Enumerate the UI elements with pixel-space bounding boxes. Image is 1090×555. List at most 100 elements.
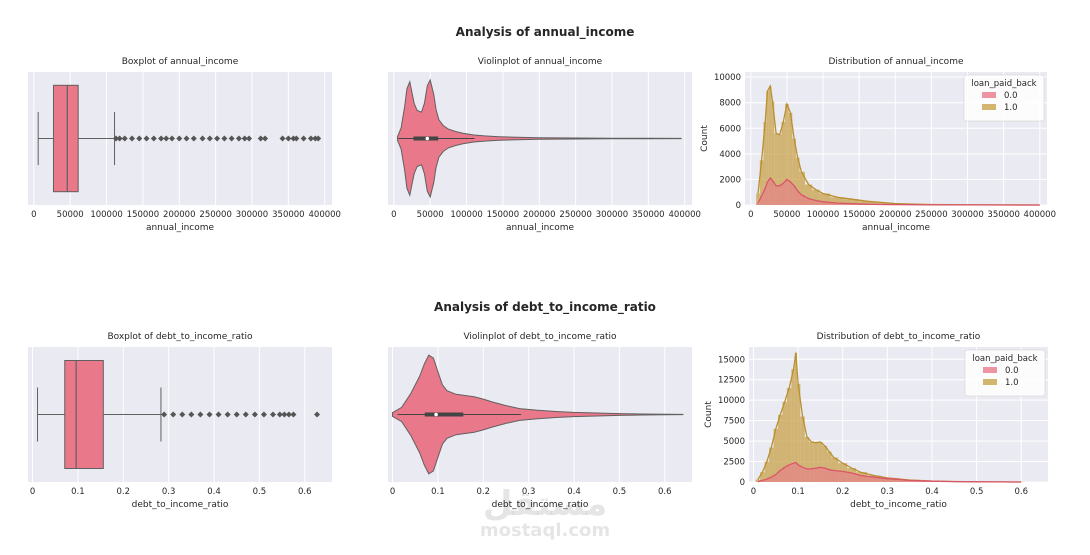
hist-bar-unpaid [804,198,813,205]
x-tick-label: 0 [30,487,35,497]
outlier-point [176,135,183,142]
hist-bar-unpaid [813,468,819,482]
hist-bar-unpaid [827,469,832,482]
x-tick-label: 0 [31,210,36,220]
x-tick-label: 200000 [879,210,911,220]
hist-bar-unpaid [778,470,783,482]
x-tick-label: 0.1 [791,487,805,497]
hist-bar-unpaid [777,185,782,205]
y-tick-label: 6000 [719,124,741,134]
hist-bar-unpaid [781,183,786,205]
x-tick-label: 50000 [773,210,800,220]
outlier-point [228,135,235,142]
outlier-point [199,135,206,142]
hist-bar-unpaid [818,467,823,482]
y-tick-label: 10000 [718,396,745,406]
chart-title: Distribution of debt_to_income_ratio [817,332,981,342]
outlier-point [206,411,213,418]
x-tick-label: 100000 [807,210,839,220]
x-tick-label: 400000 [669,210,701,220]
x-axis-label: annual_income [146,223,215,233]
histogram-annual-income-chart: Distribution of annual_income 0 50000 10000… [700,57,1056,233]
hist-bar-paid [800,416,805,482]
hist-bar-unpaid [756,203,760,205]
x-tick-label: 350000 [632,210,664,220]
hist-bar-unpaid [764,479,770,482]
x-tick-label: 0.5 [613,487,627,497]
y-tick-label: 2500 [723,458,745,468]
hist-bar-paid [830,197,845,205]
legend-swatch [982,104,996,110]
section-title-debt-to-income: Analysis of debt_to_income_ratio [434,300,656,314]
legend-title: loan_paid_back [971,79,1036,89]
x-tick-label: 50000 [417,210,444,220]
hist-bar-paid [818,441,823,482]
outlier-point [197,411,204,418]
hist-bar-unpaid [867,477,881,482]
hist-bar-unpaid [856,475,868,482]
hist-bar-unpaid [785,179,789,205]
y-tick-label: 8000 [719,99,741,109]
outlier-point [206,135,213,142]
chart-title: Boxplot of annual_income [122,57,239,67]
hist-bar-paid [782,401,787,482]
y-axis-label: Count [704,401,714,428]
y-tick-label: 0 [736,201,741,211]
hist-bar-unpaid [830,203,845,205]
outlier-point [190,135,197,142]
violin-median [434,412,438,417]
violinplot-annual-income-chart: Violinplot of annual_income 0 50000 100000 1… [388,57,701,233]
x-tick-label: 200000 [523,210,555,220]
x-tick-label: 0.5 [970,487,984,497]
hist-bar-paid [799,171,805,205]
y-tick-label: 10000 [714,73,741,83]
outlier-point [257,135,264,142]
violin-body [397,78,682,199]
outlier-point [170,411,177,418]
outlier-point [121,135,128,142]
hist-bar-paid [792,138,796,205]
hist-bar-paid [777,134,782,205]
x-tick-label: 0.1 [71,487,85,497]
outlier-point [150,135,157,142]
outlier-point [314,411,321,418]
x-tick-label: 0.3 [162,487,176,497]
chart-title: Violinplot of debt_to_income_ratio [463,332,617,342]
hist-bar-unpaid [771,180,775,205]
hist-bar-unpaid [898,480,921,482]
hist-bar-paid [771,101,775,205]
hist-bar-paid [812,189,820,205]
hist-bar-unpaid [786,464,792,482]
legend-swatch [983,367,997,373]
x-tick-label: 0.4 [567,487,581,497]
hist-bar-unpaid [812,200,820,205]
x-axis-label: annual_income [506,223,575,233]
outlier-point [224,411,231,418]
hist-bar-unpaid [800,467,805,482]
hist-bar-paid [755,479,761,482]
legend-swatch [983,379,997,385]
hist-bar-paid [859,201,874,205]
boxplot-annual-income-chart: Boxplot of annual_income 0 50000 100000 1500… [28,57,341,233]
outlier-point [158,135,165,142]
outlier-point [293,135,300,142]
hist-bar-paid [768,86,772,205]
x-axis-label: annual_income [862,223,931,233]
outlier-point [169,135,175,142]
hist-bar-unpaid [822,468,828,482]
x-tick-label: 200000 [163,210,195,220]
outlier-point [129,135,135,142]
hist-bar-paid [778,414,783,482]
hist-bar-paid [873,202,889,205]
outlier-point [242,411,249,418]
outlier-point [315,135,322,142]
y-tick-label: 4000 [719,150,741,160]
x-tick-label: 400000 [309,210,341,220]
box-iqr [64,360,104,469]
x-tick-label: 150000 [487,210,519,220]
x-tick-label: 250000 [559,210,591,220]
hist-bar-paid [796,383,801,482]
y-tick-label: 12500 [718,376,745,386]
hist-bar-unpaid [774,185,778,205]
y-tick-label: 0 [740,478,745,488]
